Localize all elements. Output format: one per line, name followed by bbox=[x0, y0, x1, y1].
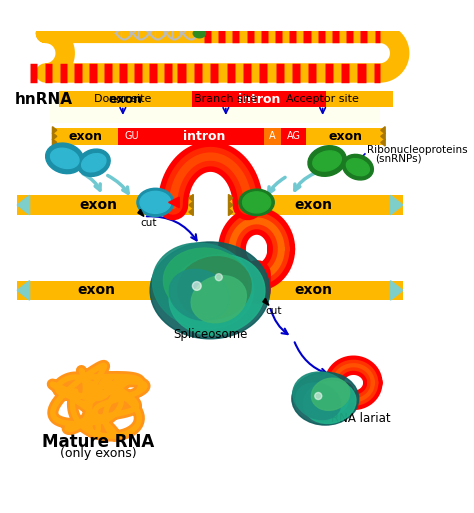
Ellipse shape bbox=[46, 143, 84, 174]
Polygon shape bbox=[228, 208, 233, 215]
Circle shape bbox=[192, 282, 201, 290]
Polygon shape bbox=[169, 197, 179, 208]
Polygon shape bbox=[189, 208, 193, 215]
Text: Mature RNA: Mature RNA bbox=[42, 433, 155, 451]
Polygon shape bbox=[53, 127, 57, 134]
Text: (snRNPs): (snRNPs) bbox=[375, 153, 422, 163]
Bar bbox=[50, 102, 380, 123]
Text: AG: AG bbox=[287, 131, 301, 142]
Polygon shape bbox=[17, 195, 29, 215]
Text: Acceptor site: Acceptor site bbox=[286, 94, 359, 104]
Ellipse shape bbox=[178, 256, 251, 319]
Text: RNA lariat: RNA lariat bbox=[331, 411, 390, 425]
Polygon shape bbox=[53, 133, 57, 140]
Bar bbox=[326, 91, 393, 107]
Text: exon: exon bbox=[77, 283, 116, 298]
Bar bbox=[118, 128, 145, 145]
Polygon shape bbox=[391, 281, 403, 300]
Text: exon: exon bbox=[295, 198, 333, 212]
Ellipse shape bbox=[82, 153, 106, 172]
Ellipse shape bbox=[313, 151, 341, 171]
Circle shape bbox=[315, 392, 322, 400]
Bar bbox=[281, 128, 306, 145]
Ellipse shape bbox=[193, 29, 206, 38]
Polygon shape bbox=[228, 194, 233, 202]
Bar bbox=[192, 91, 326, 107]
Ellipse shape bbox=[296, 383, 341, 420]
Ellipse shape bbox=[293, 372, 349, 418]
Text: Ribonucleoproteins: Ribonucleoproteins bbox=[367, 145, 467, 154]
Text: Branch site: Branch site bbox=[194, 94, 257, 104]
Ellipse shape bbox=[150, 242, 270, 339]
Polygon shape bbox=[381, 127, 385, 134]
Text: (only exons): (only exons) bbox=[60, 447, 137, 460]
Bar bbox=[145, 128, 281, 145]
Bar bbox=[264, 128, 281, 145]
Polygon shape bbox=[263, 298, 269, 305]
Ellipse shape bbox=[164, 248, 248, 315]
Text: GU: GU bbox=[124, 131, 139, 142]
Ellipse shape bbox=[311, 378, 350, 410]
Polygon shape bbox=[184, 280, 189, 287]
Text: exon: exon bbox=[328, 130, 363, 143]
Text: Donor site: Donor site bbox=[94, 94, 152, 104]
Ellipse shape bbox=[239, 189, 274, 215]
Polygon shape bbox=[391, 195, 403, 215]
Polygon shape bbox=[184, 287, 189, 294]
Text: A: A bbox=[269, 131, 276, 142]
Bar bbox=[59, 91, 192, 107]
Text: hnRNA: hnRNA bbox=[15, 92, 73, 107]
Bar bbox=[237, 281, 403, 300]
Ellipse shape bbox=[137, 188, 174, 216]
Ellipse shape bbox=[303, 381, 356, 423]
Text: cut: cut bbox=[140, 218, 157, 228]
Ellipse shape bbox=[153, 243, 254, 329]
Polygon shape bbox=[228, 202, 233, 208]
Text: intron: intron bbox=[238, 93, 281, 106]
Ellipse shape bbox=[243, 192, 271, 213]
Text: exon: exon bbox=[79, 198, 117, 212]
Ellipse shape bbox=[169, 269, 229, 320]
Ellipse shape bbox=[346, 159, 369, 176]
Polygon shape bbox=[237, 287, 242, 294]
Polygon shape bbox=[17, 281, 29, 300]
Polygon shape bbox=[53, 139, 57, 146]
Polygon shape bbox=[184, 294, 189, 301]
Circle shape bbox=[215, 273, 222, 281]
Bar bbox=[228, 195, 403, 215]
Bar bbox=[17, 195, 193, 215]
Text: exon: exon bbox=[295, 283, 333, 298]
Polygon shape bbox=[189, 202, 193, 208]
Text: Spliceosome: Spliceosome bbox=[173, 328, 247, 341]
Ellipse shape bbox=[140, 191, 171, 213]
Ellipse shape bbox=[77, 149, 110, 176]
Polygon shape bbox=[138, 209, 144, 216]
Ellipse shape bbox=[292, 372, 359, 425]
Polygon shape bbox=[237, 280, 242, 287]
Polygon shape bbox=[381, 133, 385, 140]
Ellipse shape bbox=[51, 148, 79, 168]
Text: exon: exon bbox=[68, 130, 102, 143]
Bar bbox=[53, 128, 118, 145]
Polygon shape bbox=[381, 139, 385, 146]
Text: exon: exon bbox=[109, 93, 143, 106]
Ellipse shape bbox=[169, 254, 265, 335]
Ellipse shape bbox=[308, 146, 346, 176]
Bar bbox=[306, 128, 385, 145]
Text: cut: cut bbox=[265, 306, 282, 316]
Text: intron: intron bbox=[183, 130, 226, 143]
Polygon shape bbox=[189, 194, 193, 202]
Ellipse shape bbox=[342, 154, 374, 180]
Polygon shape bbox=[237, 294, 242, 301]
Bar bbox=[17, 281, 189, 300]
Ellipse shape bbox=[191, 275, 246, 323]
